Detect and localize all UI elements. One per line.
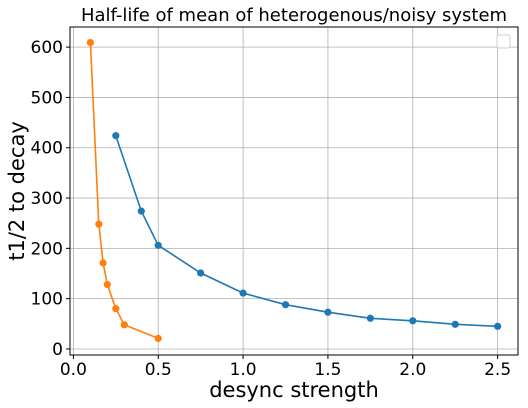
data-point bbox=[103, 280, 111, 289]
legend-box bbox=[496, 34, 511, 49]
y-tick-label: 400 bbox=[31, 139, 63, 159]
x-tick-label: 2.5 bbox=[484, 360, 511, 380]
series-line bbox=[89, 42, 159, 340]
series-1 bbox=[112, 132, 502, 330]
y-axis-label: t1/2 to decay bbox=[5, 121, 29, 261]
y-tick-label: 300 bbox=[31, 189, 63, 209]
data-point bbox=[137, 207, 145, 215]
series-2 bbox=[86, 38, 162, 342]
data-point bbox=[366, 314, 374, 322]
y-tick-label: 0 bbox=[52, 340, 63, 360]
x-tick-label: 2.0 bbox=[399, 360, 426, 380]
series-group bbox=[86, 38, 502, 342]
y-tick-label: 600 bbox=[31, 38, 63, 58]
data-point bbox=[154, 334, 162, 342]
data-point bbox=[99, 259, 107, 267]
plot-frame bbox=[69, 26, 519, 356]
series-line bbox=[115, 135, 498, 328]
x-axis-label: desync strength bbox=[209, 378, 379, 402]
data-point bbox=[494, 322, 502, 330]
chart-title: Half-life of mean of heterogenous/noisy … bbox=[81, 5, 507, 26]
data-point bbox=[409, 317, 417, 325]
data-point bbox=[95, 220, 103, 228]
x-tick-label: 0.5 bbox=[145, 360, 172, 380]
data-point bbox=[112, 132, 120, 140]
y-tick-label: 200 bbox=[31, 239, 63, 259]
data-point bbox=[154, 241, 162, 249]
data-point bbox=[281, 301, 290, 309]
y-tick-label: 500 bbox=[31, 88, 63, 108]
data-point bbox=[324, 308, 332, 316]
data-point bbox=[451, 320, 459, 328]
x-tick-label: 1.0 bbox=[230, 360, 257, 380]
ticks: 0.0 0.5 1.0 1.5 2.0 2.5 0 100 200 300 400 500 600 bbox=[31, 38, 512, 380]
data-point bbox=[120, 321, 128, 329]
data-point bbox=[86, 38, 94, 47]
x-tick-label: 1.5 bbox=[314, 360, 341, 380]
grid bbox=[70, 27, 518, 355]
data-point bbox=[197, 269, 205, 277]
x-tick-label: 0.0 bbox=[60, 360, 87, 380]
data-point bbox=[112, 305, 120, 313]
data-point bbox=[239, 289, 247, 297]
y-tick-label: 100 bbox=[31, 290, 63, 310]
